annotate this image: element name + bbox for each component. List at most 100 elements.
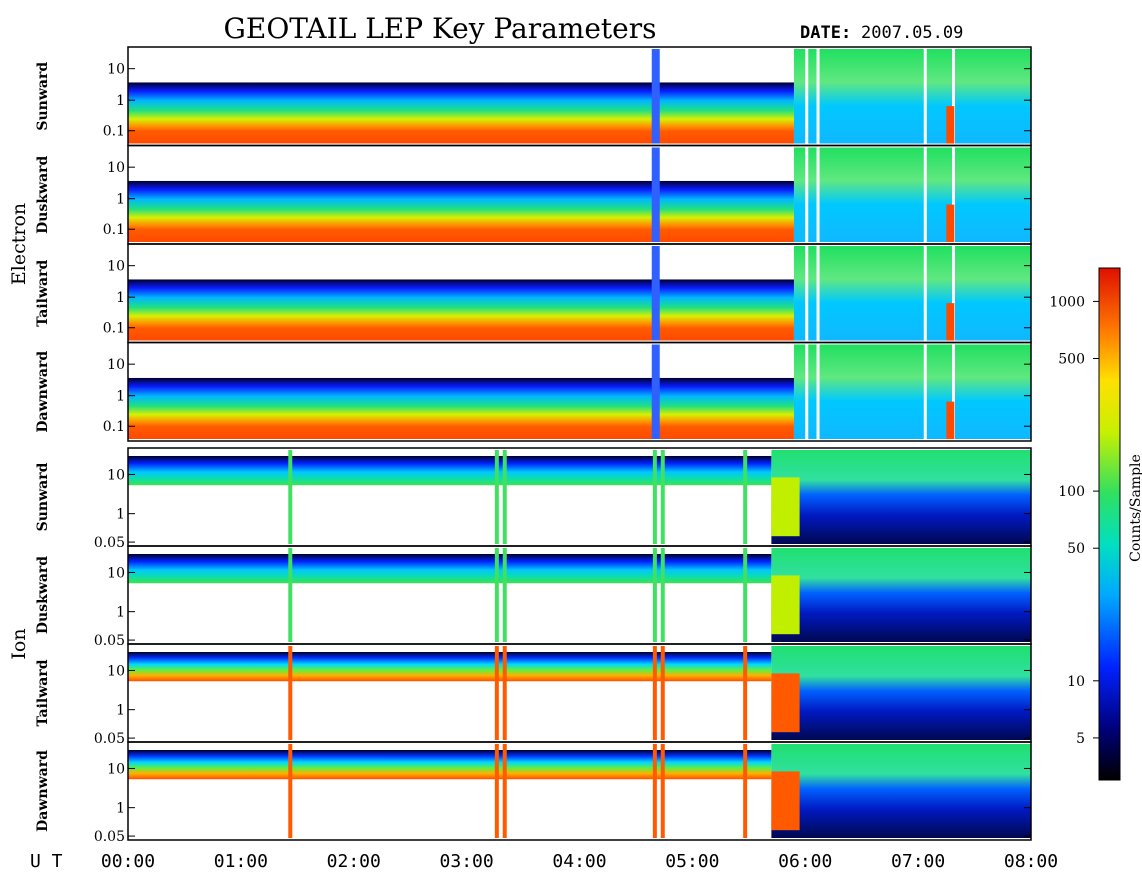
spike <box>660 744 665 838</box>
time-axis: U T 00:00 01:00 02:00 03:00 04:00 05:00 06:00 0… <box>30 851 1058 872</box>
spike <box>743 744 748 838</box>
spike <box>288 744 293 838</box>
panel-electron-duskward: 10 1 0.1 Duskward <box>35 144 1032 245</box>
hot-patch <box>946 106 955 144</box>
ut-label: U T <box>30 851 63 872</box>
panel-label: Tailward <box>35 260 51 327</box>
data-gap <box>951 147 955 242</box>
ion-band <box>128 554 772 584</box>
panel-label: Sunward <box>35 462 51 531</box>
colorbar-tick-label: 5 <box>1076 731 1085 747</box>
x-tick-label: 02:00 <box>327 851 381 872</box>
spike <box>288 450 293 544</box>
colorbar-scale <box>1098 267 1121 781</box>
y-tick-label: 1 <box>116 801 125 817</box>
panel-frame <box>127 741 1032 841</box>
x-tick-labels: 00:00 01:00 02:00 03:00 04:00 05:00 06:00 07:00… <box>101 851 1058 872</box>
group-label-electron: Electron <box>8 203 30 285</box>
spike <box>494 548 499 642</box>
y-tick-label: 1 <box>116 290 125 306</box>
y-tick-label: 0.05 <box>94 633 125 649</box>
panel-ion-tailward: 10 1 0.05 Tailward <box>35 643 1032 747</box>
y-tick-label: 10 <box>107 62 125 78</box>
y-tick-label: 0.05 <box>94 731 125 747</box>
spike <box>652 450 657 544</box>
y-tick-label: 10 <box>107 565 125 581</box>
early-burst <box>771 673 800 733</box>
x-tick-label: 01:00 <box>214 851 268 872</box>
y-tick-label: 10 <box>107 357 125 373</box>
data-gap <box>951 246 955 341</box>
y-tick-label: 1 <box>116 192 125 208</box>
spike <box>502 548 507 642</box>
y-tick-label: 10 <box>107 663 125 679</box>
x-tick-label: 05:00 <box>665 851 719 872</box>
y-tick-label: 10 <box>107 467 125 483</box>
colorbar-label: Counts/Sample <box>1128 454 1142 562</box>
y-tick-label: 10 <box>107 761 125 777</box>
spike <box>494 744 499 838</box>
y-tick-label: 10 <box>107 160 125 176</box>
date-label: DATE: <box>800 23 851 43</box>
data-gap <box>923 246 927 341</box>
spike <box>743 450 748 544</box>
group-labels: Electron Ion <box>8 203 30 660</box>
late-region <box>793 147 1031 242</box>
spike <box>743 548 748 642</box>
data-gap <box>923 344 927 439</box>
spectrogram-panels: 10 1 0.1 Sunward 10 1 0.1 Duskward 10 1 0.1 Tailwar… <box>35 46 1032 845</box>
y-tick-label: 0.05 <box>94 829 125 845</box>
late-region <box>771 646 1031 740</box>
spike <box>494 646 499 740</box>
hot-patch <box>946 401 955 440</box>
late-region <box>793 49 1031 144</box>
y-tick-label: 1 <box>116 507 125 523</box>
spike <box>652 548 657 642</box>
y-tick-label: 0.1 <box>103 222 125 238</box>
colorbar: 1000 500 100 50 10 5 Counts/Sample <box>1049 267 1142 781</box>
colorbar-tick-label: 100 <box>1058 484 1085 500</box>
data-gap <box>816 49 820 144</box>
burst <box>651 246 660 341</box>
panel-electron-sunward: 10 1 0.1 Sunward <box>35 46 1032 147</box>
date-value: 2007.05.09 <box>861 23 963 43</box>
data-gap <box>951 344 955 439</box>
late-region <box>793 344 1031 439</box>
colorbar-tick-label: 10 <box>1067 674 1085 690</box>
data-gap <box>951 49 955 144</box>
x-tick-label: 06:00 <box>778 851 832 872</box>
spike <box>660 646 665 740</box>
spike <box>743 646 748 740</box>
panel-frame <box>127 341 1032 442</box>
spike <box>494 450 499 544</box>
spike <box>288 646 293 740</box>
spike <box>288 548 293 642</box>
late-region <box>793 246 1031 341</box>
x-tick-label: 00:00 <box>101 851 155 872</box>
x-tick-label: 03:00 <box>440 851 494 872</box>
colorbar-ticks: 1000 500 100 50 10 5 <box>1049 294 1099 747</box>
early-burst <box>771 575 800 635</box>
data-gap <box>805 49 809 144</box>
panel-ion-dawnward: 10 1 0.05 Dawnward <box>35 741 1032 845</box>
y-tick-label: 1 <box>116 93 125 109</box>
y-tick-label: 1 <box>116 703 125 719</box>
burst <box>651 344 660 439</box>
y-tick-label: 10 <box>107 259 125 275</box>
electron-band <box>128 377 794 439</box>
panel-label: Tailward <box>35 659 51 726</box>
panel-label: Duskward <box>35 556 51 634</box>
colorbar-tick-label: 50 <box>1067 541 1085 557</box>
spike <box>652 744 657 838</box>
spike <box>660 450 665 544</box>
y-tick-label: 0.1 <box>103 419 125 435</box>
panel-ion-duskward: 10 1 0.05 Duskward <box>35 545 1032 649</box>
data-gap <box>805 344 809 439</box>
late-region <box>771 548 1031 642</box>
panel-electron-dawnward: 10 1 0.1 Dawnward <box>35 341 1032 442</box>
early-burst <box>771 477 800 537</box>
panel-ion-sunward: 10 1 0.05 Sunward <box>35 447 1032 551</box>
data-gap <box>816 344 820 439</box>
ion-band <box>128 652 772 682</box>
